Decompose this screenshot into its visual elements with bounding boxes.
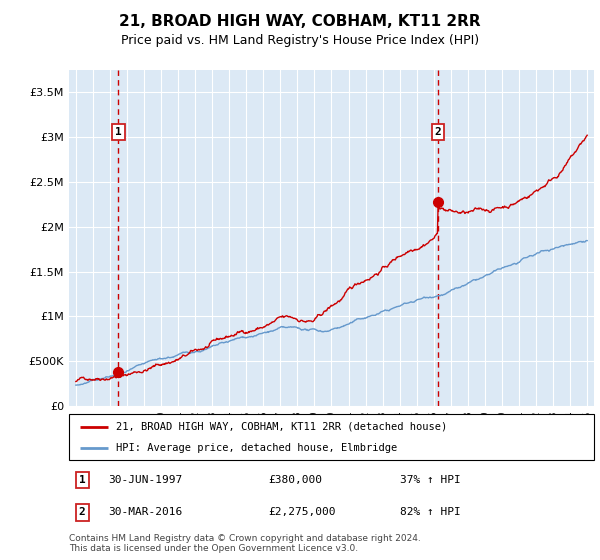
Text: 2: 2	[79, 507, 86, 517]
Text: Price paid vs. HM Land Registry's House Price Index (HPI): Price paid vs. HM Land Registry's House …	[121, 34, 479, 46]
Text: 1: 1	[115, 127, 122, 137]
Text: 21, BROAD HIGH WAY, COBHAM, KT11 2RR (detached house): 21, BROAD HIGH WAY, COBHAM, KT11 2RR (de…	[116, 422, 448, 432]
Text: £380,000: £380,000	[269, 475, 323, 486]
Text: 37% ↑ HPI: 37% ↑ HPI	[400, 475, 461, 486]
Text: 21, BROAD HIGH WAY, COBHAM, KT11 2RR: 21, BROAD HIGH WAY, COBHAM, KT11 2RR	[119, 14, 481, 29]
Text: 1: 1	[79, 475, 86, 486]
Text: 30-MAR-2016: 30-MAR-2016	[109, 507, 182, 517]
Text: £2,275,000: £2,275,000	[269, 507, 336, 517]
Text: Contains HM Land Registry data © Crown copyright and database right 2024.
This d: Contains HM Land Registry data © Crown c…	[69, 534, 421, 553]
Text: 82% ↑ HPI: 82% ↑ HPI	[400, 507, 461, 517]
Text: HPI: Average price, detached house, Elmbridge: HPI: Average price, detached house, Elmb…	[116, 443, 398, 453]
Text: 30-JUN-1997: 30-JUN-1997	[109, 475, 182, 486]
Text: 2: 2	[434, 127, 442, 137]
FancyBboxPatch shape	[69, 414, 594, 460]
